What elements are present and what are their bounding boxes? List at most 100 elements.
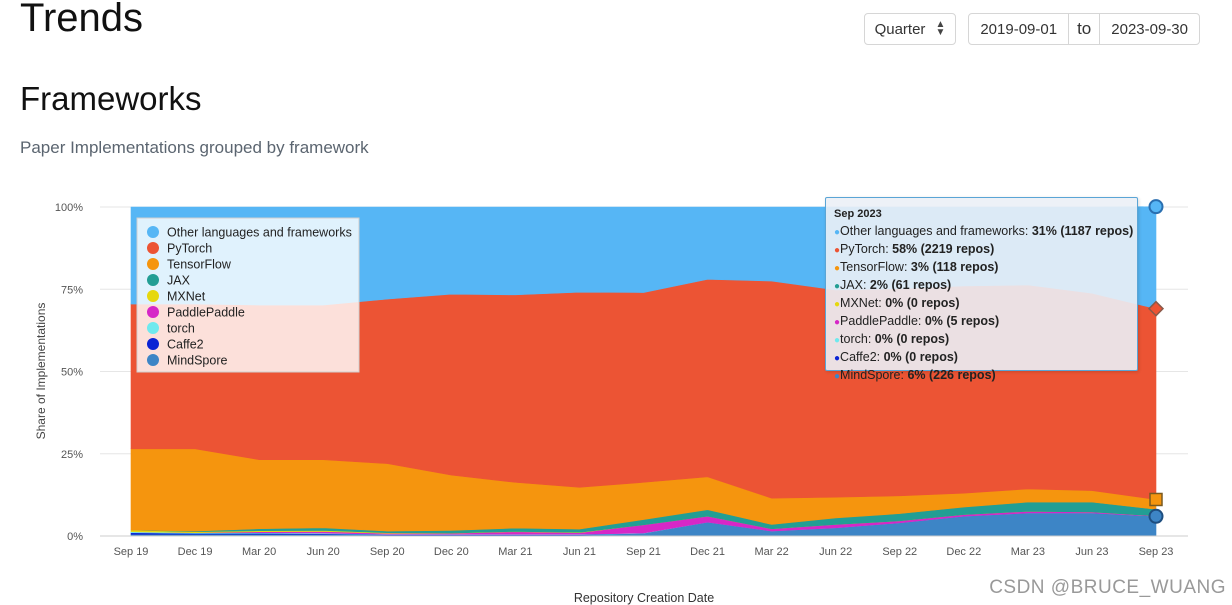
x-tick-label: Dec 21 (690, 546, 725, 558)
tooltip-row: ●PyTorch: 58% (2219 repos) (834, 241, 1129, 259)
x-tick-label: Sep 22 (882, 546, 917, 558)
y-tick-label: 50% (61, 367, 83, 379)
x-tick-label: Jun 23 (1075, 546, 1108, 558)
tooltip-series-name: PyTorch: (840, 242, 893, 256)
y-axis: 0% 25% 50% 75% 100% (55, 202, 83, 543)
marker-other (1148, 199, 1164, 215)
tooltip-row: ●torch: 0% (0 repos) (834, 331, 1129, 349)
y-tick-label: 75% (61, 284, 83, 296)
legend-item[interactable]: Caffe2 (167, 338, 204, 352)
chart-tooltip: Sep 2023 ●Other languages and frameworks… (825, 197, 1138, 382)
x-tick-label: Sep 20 (370, 546, 405, 558)
date-to-input[interactable]: 2023-09-30 (1111, 20, 1188, 38)
tooltip-dot-icon: ● (834, 281, 841, 292)
tooltip-dot-icon: ● (834, 299, 841, 310)
granularity-select[interactable]: Quarter ▲ ▼ (863, 13, 957, 45)
x-tick-label: Mar 21 (498, 546, 532, 558)
tooltip-series-name: MXNet: (840, 296, 886, 310)
tooltip-series-name: MindSpore: (840, 368, 908, 382)
legend-item[interactable]: JAX (167, 274, 191, 288)
sort-caret-icon: ▲ ▼ (935, 19, 946, 38)
legend-swatch (147, 242, 159, 254)
x-tick-label: Dec 22 (946, 546, 981, 558)
y-tick-label: 0% (67, 531, 83, 543)
tooltip-row: ●Caffe2: 0% (0 repos) (834, 349, 1129, 367)
y-tick-label: 100% (55, 202, 83, 214)
marker-mindspore (1148, 508, 1164, 524)
legend-item[interactable]: MindSpore (167, 354, 227, 368)
x-tick-label: Mar 23 (1011, 546, 1045, 558)
legend-item[interactable]: MXNet (167, 290, 206, 304)
x-tick-label: Dec 19 (178, 546, 213, 558)
granularity-value: Quarter (874, 20, 926, 38)
marker-pytorch (1147, 300, 1165, 317)
tooltip-row: ●PaddlePaddle: 0% (5 repos) (834, 313, 1129, 331)
hover-markers (1147, 199, 1165, 524)
tooltip-dot-icon: ● (834, 227, 841, 238)
tooltip-series-value: 31% (1187 repos) (1031, 224, 1134, 238)
legend-item[interactable]: PaddlePaddle (167, 306, 245, 320)
tooltip-dot-icon: ● (834, 353, 841, 364)
tooltip-series-name: torch: (840, 332, 875, 346)
tooltip-row: ●TensorFlow: 3% (118 repos) (834, 259, 1129, 277)
tooltip-series-name: JAX: (840, 278, 870, 292)
tooltip-row: ●JAX: 2% (61 repos) (834, 277, 1129, 295)
tooltip-series-value: 58% (2219 repos) (892, 242, 995, 256)
x-tick-label: Sep 19 (114, 546, 149, 558)
x-axis: Sep 19 Dec 19 Mar 20 Jun 20 Sep 20 Dec 20 Mar … (100, 535, 1188, 558)
watermark: CSDN @BRUCE_WUANG (989, 577, 1226, 598)
date-range-separator: to (1068, 14, 1101, 44)
y-tick-label: 25% (61, 449, 83, 461)
tooltip-dot-icon: ● (834, 371, 841, 382)
tooltip-series-name: TensorFlow: (840, 260, 911, 274)
legend-swatch (147, 306, 159, 318)
legend-swatch (147, 258, 159, 270)
tooltip-series-value: 6% (226 repos) (907, 368, 996, 382)
tooltip-series-name: Caffe2: (840, 350, 884, 364)
tooltip-row: ●MXNet: 0% (0 repos) (834, 295, 1129, 313)
legend-item[interactable]: PyTorch (167, 242, 212, 256)
x-tick-label: Jun 20 (307, 546, 340, 558)
tooltip-title: Sep 2023 (834, 208, 882, 220)
chart-legend: Other languages and frameworks PyTorch Ten… (136, 217, 360, 373)
marker-tensorflow (1149, 492, 1163, 507)
tooltip-dot-icon: ● (834, 263, 841, 274)
legend-item[interactable]: torch (167, 322, 195, 336)
x-axis-label: Repository Creation Date (574, 591, 714, 605)
tooltip-series-value: 0% (0 repos) (874, 332, 950, 346)
tooltip-series-name: PaddlePaddle: (840, 314, 925, 328)
tooltip-row: ●Other languages and frameworks: 31% (11… (834, 223, 1133, 241)
tooltip-series-value: 3% (118 repos) (910, 260, 999, 274)
tooltip-dot-icon: ● (834, 335, 841, 346)
x-tick-label: Jun 21 (563, 546, 596, 558)
x-tick-label: Dec 20 (434, 546, 469, 558)
tooltip-series-value: 2% (61 repos) (869, 278, 952, 292)
legend-item[interactable]: TensorFlow (167, 258, 232, 272)
tooltip-series-value: 0% (5 repos) (924, 314, 1000, 328)
tooltip-row: ●MindSpore: 6% (226 repos) (834, 367, 1129, 385)
legend-swatch (147, 274, 159, 286)
x-tick-label: Sep 23 (1139, 546, 1174, 558)
x-tick-label: Mar 20 (242, 546, 276, 558)
legend-item[interactable]: Other languages and frameworks (167, 226, 352, 240)
legend-swatch (147, 226, 159, 238)
section-subtitle: Paper Implementations grouped by framewo… (20, 138, 369, 157)
y-axis-label: Share of Implementations (34, 303, 48, 440)
section-title: Frameworks (20, 80, 202, 117)
page-title: Trends (20, 0, 144, 40)
x-tick-label: Jun 22 (819, 546, 852, 558)
date-from-input[interactable]: 2019-09-01 (980, 20, 1058, 38)
tooltip-series-value: 0% (0 repos) (883, 350, 958, 364)
date-range: 2019-09-01 to 2023-09-30 (968, 13, 1200, 45)
x-tick-label: Mar 22 (755, 546, 789, 558)
legend-swatch (147, 338, 159, 350)
tooltip-series-value: 0% (0 repos) (885, 296, 960, 310)
controls: Quarter ▲ ▼ 2019-09-01 to 2023-09-30 (863, 13, 1200, 45)
tooltip-dot-icon: ● (834, 245, 841, 256)
tooltip-series-name: Other languages and frameworks: (840, 224, 1032, 238)
legend-box (136, 217, 360, 373)
legend-swatch (147, 290, 159, 302)
legend-swatch (147, 354, 159, 366)
tooltip-dot-icon: ● (834, 317, 841, 328)
legend-swatch (147, 322, 159, 334)
